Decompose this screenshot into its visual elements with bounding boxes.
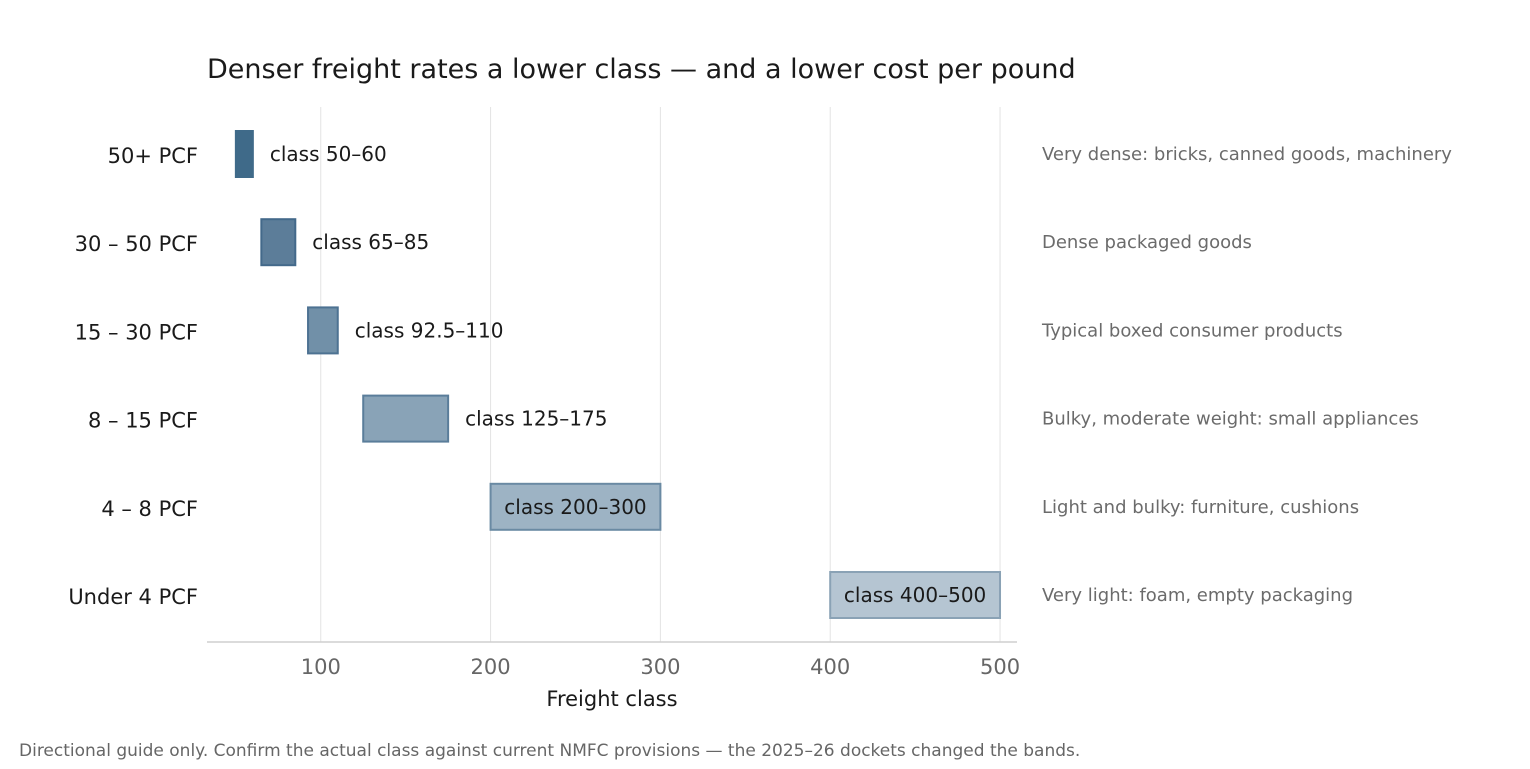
- bar-1: [234, 130, 254, 178]
- description-2: Dense packaged goods: [1042, 232, 1252, 253]
- bar-label-2: class 65–85: [312, 230, 429, 254]
- bar-5: [489, 482, 662, 531]
- bar-label-1: class 50–60: [270, 142, 387, 166]
- bar-labels: class 50–60 class 65–85 class 92.5–110 clas…: [270, 142, 986, 607]
- bar-label-3: class 92.5–110: [355, 318, 504, 342]
- bar-2: [260, 218, 297, 267]
- footnote: Directional guide only. Confirm the actu…: [19, 741, 1080, 761]
- chart-title: Denser freight rates a lower class — and…: [207, 54, 1076, 85]
- x-tick-label-500: 500: [980, 655, 1020, 679]
- bar-3: [307, 306, 339, 355]
- bar-label-5: class 200–300: [504, 495, 646, 519]
- bar-label-4: class 125–175: [465, 407, 607, 431]
- bars: [234, 130, 1002, 619]
- category-label-3: 15 – 30 PCF: [75, 320, 198, 344]
- x-tick-label-200: 200: [471, 655, 511, 679]
- bar-6: [829, 571, 1002, 619]
- category-label-2: 30 – 50 PCF: [75, 232, 198, 256]
- bar-label-6: class 400–500: [844, 583, 986, 607]
- description-6: Very light: foam, empty packaging: [1042, 585, 1353, 606]
- x-tick-label-100: 100: [301, 655, 341, 679]
- gridlines: [320, 107, 1001, 642]
- description-5: Light and bulky: furniture, cushions: [1042, 497, 1359, 518]
- category-label-4: 8 – 15 PCF: [88, 409, 198, 433]
- x-tick-label-300: 300: [640, 655, 680, 679]
- x-tick-label-400: 400: [810, 655, 850, 679]
- description-1: Very dense: bricks, canned goods, machin…: [1042, 144, 1452, 165]
- bar-4: [362, 394, 450, 443]
- description-4: Bulky, moderate weight: small appliances: [1042, 409, 1419, 430]
- category-label-6: Under 4 PCF: [68, 585, 198, 609]
- descriptions: Very dense: bricks, canned goods, machin…: [1041, 144, 1452, 606]
- description-3: Typical boxed consumer products: [1041, 320, 1343, 341]
- category-labels: 50+ PCF 30 – 50 PCF 15 – 30 PCF 8 – 15 PCF 4…: [68, 144, 198, 609]
- x-tick-labels: 100 200 300 400 500: [301, 655, 1020, 679]
- category-label-5: 4 – 8 PCF: [101, 497, 198, 521]
- x-axis-label: Freight class: [546, 687, 677, 711]
- category-label-1: 50+ PCF: [108, 144, 198, 168]
